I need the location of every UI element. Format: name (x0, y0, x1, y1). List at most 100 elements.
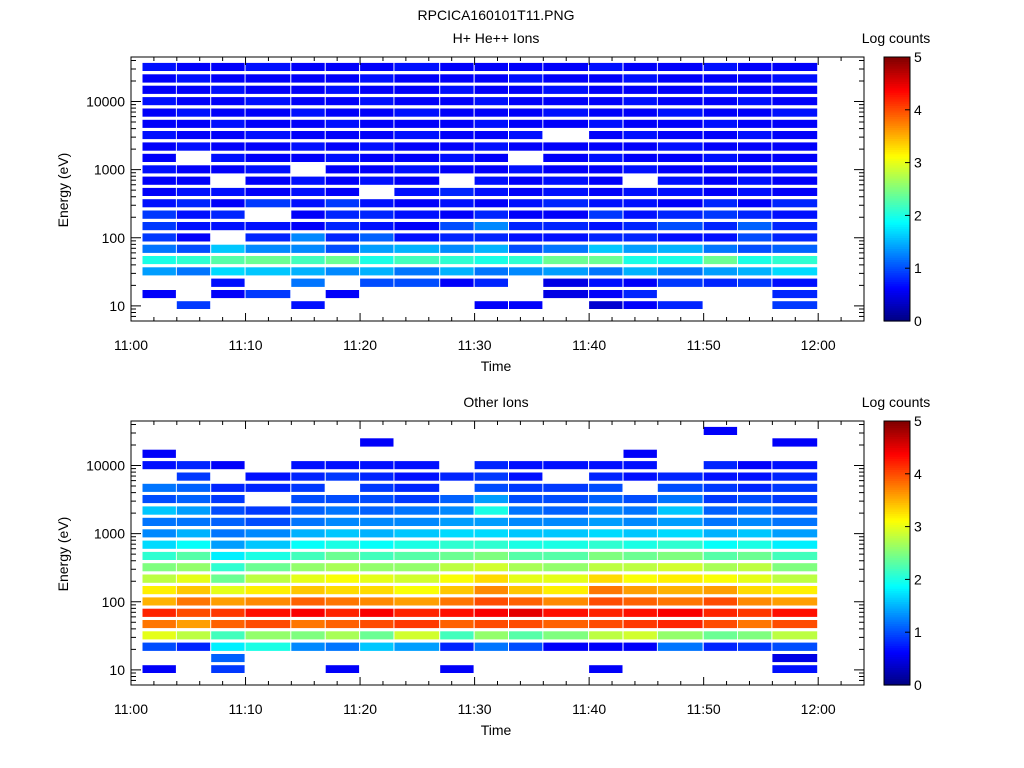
heatmap-cell (440, 278, 474, 287)
heatmap-cell (543, 529, 589, 538)
heatmap-cell (703, 165, 738, 174)
heatmap-cell (738, 165, 772, 174)
heatmap-cell (360, 278, 394, 287)
colorbar-segment (884, 228, 910, 232)
heatmap-cell (589, 472, 623, 481)
heatmap-cell (589, 631, 623, 640)
heatmap-cell (509, 495, 543, 504)
heatmap-cell (772, 256, 818, 265)
colorbar-segment (884, 138, 910, 142)
colorbar-segment (884, 281, 910, 285)
colorbar-segment (884, 601, 910, 605)
heatmap-cell (394, 483, 440, 492)
colorbar-segment (884, 158, 910, 161)
heatmap-cell (211, 62, 245, 71)
heatmap-cell (589, 540, 623, 549)
colorbar-segment (884, 612, 910, 616)
heatmap-cell (474, 210, 508, 219)
heatmap-cell (245, 62, 291, 71)
heatmap-cell (772, 608, 818, 617)
heatmap-cell (142, 85, 176, 94)
heatmap-cell (291, 597, 325, 606)
heatmap-cell (474, 131, 508, 140)
heatmap-cell (142, 620, 176, 629)
heatmap-cell (176, 631, 211, 640)
heatmap-cell (703, 472, 738, 481)
heatmap-cell (394, 233, 440, 242)
colorbar-segment (884, 454, 910, 457)
colorbar-segment (884, 621, 910, 624)
heatmap-cell (394, 256, 440, 265)
heatmap-cell (325, 642, 360, 651)
heatmap-cell (176, 267, 211, 276)
heatmap-cell (176, 517, 211, 526)
heatmap-cell (509, 142, 543, 151)
heatmap-cell (291, 85, 325, 94)
heatmap-cell (142, 199, 176, 208)
y-tick-label: 10 (109, 662, 125, 678)
heatmap-cell (325, 586, 360, 595)
colorbar-segment (884, 224, 910, 227)
heatmap-cell (657, 131, 703, 140)
heatmap-cell (142, 574, 176, 583)
heatmap-cell (360, 267, 394, 276)
heatmap-cell (360, 472, 394, 481)
colorbar-segment (884, 294, 910, 298)
heatmap-cell (657, 267, 703, 276)
heatmap-cell (211, 256, 245, 265)
heatmap-cell (360, 74, 394, 83)
colorbar-segment (884, 193, 910, 197)
colorbar-segment (884, 230, 910, 234)
heatmap-cell (211, 108, 245, 117)
heatmap-cell (394, 551, 440, 560)
heatmap-cell (211, 574, 245, 583)
heatmap-cell (623, 449, 657, 458)
heatmap-cell (440, 540, 474, 549)
heatmap-cell (291, 187, 325, 196)
heatmap-cell (325, 222, 360, 231)
panel-1-title: H+ He++ Ions (453, 30, 540, 46)
panel-1-colorbar-label: Log counts (862, 30, 931, 46)
heatmap-cell (543, 222, 589, 231)
heatmap-cell (360, 608, 394, 617)
colorbar-segment (884, 476, 910, 479)
colorbar-segment (884, 663, 910, 666)
heatmap-cell (142, 642, 176, 651)
heatmap-cell (772, 529, 818, 538)
heatmap-cell (623, 461, 657, 470)
heatmap-cell (211, 199, 245, 208)
heatmap-cell (703, 187, 738, 196)
heatmap-cell (325, 631, 360, 640)
colorbar-segment (884, 456, 910, 459)
colorbar-segment (884, 511, 910, 514)
heatmap-cell (772, 574, 818, 583)
heatmap-cell (623, 62, 657, 71)
heatmap-cell (543, 244, 589, 253)
heatmap-cell (543, 290, 589, 299)
heatmap-cell (245, 244, 291, 253)
heatmap-cell (176, 233, 211, 242)
heatmap-cell (325, 187, 360, 196)
heatmap-cell (474, 631, 508, 640)
colorbar-segment (884, 588, 910, 591)
heatmap-cell (509, 74, 543, 83)
heatmap-cell (657, 85, 703, 94)
heatmap-cell (211, 495, 245, 504)
heatmap-cell (440, 631, 474, 640)
heatmap-cell (738, 551, 772, 560)
heatmap-cell (360, 165, 394, 174)
heatmap-cell (360, 210, 394, 219)
colorbar-segment (884, 191, 910, 194)
heatmap-cell (509, 529, 543, 538)
heatmap-cell (440, 642, 474, 651)
heatmap-cell (176, 472, 211, 481)
colorbar-segment (884, 471, 910, 475)
heatmap-cell (623, 495, 657, 504)
colorbar-segment (884, 213, 910, 216)
heatmap-cell (623, 506, 657, 515)
colorbar-segment (884, 208, 910, 212)
heatmap-cell (703, 642, 738, 651)
colorbar-segment (884, 94, 910, 98)
colorbar-segment (884, 460, 910, 464)
heatmap-cell (657, 620, 703, 629)
